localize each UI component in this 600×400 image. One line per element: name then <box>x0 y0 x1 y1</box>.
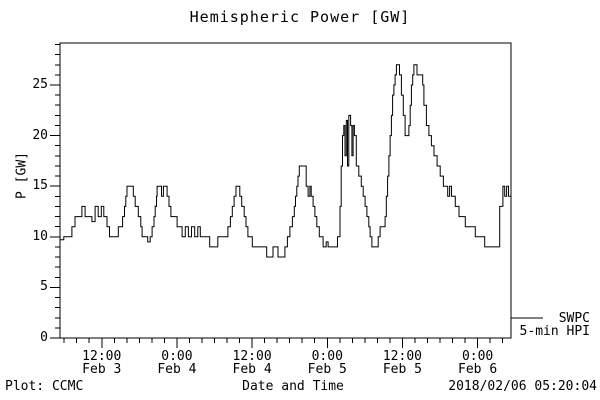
x-tick-date-label: Feb 6 <box>458 362 498 377</box>
y-tick-label: 5 <box>40 279 48 295</box>
x-tick-time-label: 12:00 <box>382 349 422 364</box>
legend-label-swpc: SWPC <box>558 311 590 326</box>
x-tick-date-label: Feb 4 <box>232 362 272 377</box>
timestamp-text: 2018/02/06 05:20:04 <box>448 379 597 394</box>
chart-title: Hemispheric Power [GW] <box>189 8 411 26</box>
axis-ticks <box>50 44 504 348</box>
plot-border <box>59 42 512 339</box>
x-tick-time-label: 12:00 <box>232 349 272 364</box>
x-tick-date-label: Feb 4 <box>157 362 197 377</box>
x-tick-date-label: Feb 3 <box>82 362 122 377</box>
x-tick-time-label: 0:00 <box>461 349 494 364</box>
legend-label-5min-hpi: 5-min HPI <box>519 324 590 339</box>
x-tick-date-label: Feb 5 <box>307 362 347 377</box>
x-tick-date-label: Feb 5 <box>382 362 422 377</box>
x-axis-title: Date and Time <box>242 379 344 394</box>
x-tick-time-label: 0:00 <box>311 349 343 364</box>
x-tick-time-label: 12:00 <box>82 349 122 364</box>
y-tick-label: 20 <box>32 127 48 143</box>
x-tick-time-label: 0:00 <box>161 349 193 364</box>
plot-source-text: Plot: CCMC <box>5 379 84 394</box>
y-tick-label: 15 <box>32 178 48 194</box>
y-tick-label: 25 <box>32 76 48 92</box>
y-tick-label: 10 <box>32 228 48 244</box>
data-step-line <box>60 64 511 258</box>
y-tick-label: 0 <box>40 330 48 345</box>
